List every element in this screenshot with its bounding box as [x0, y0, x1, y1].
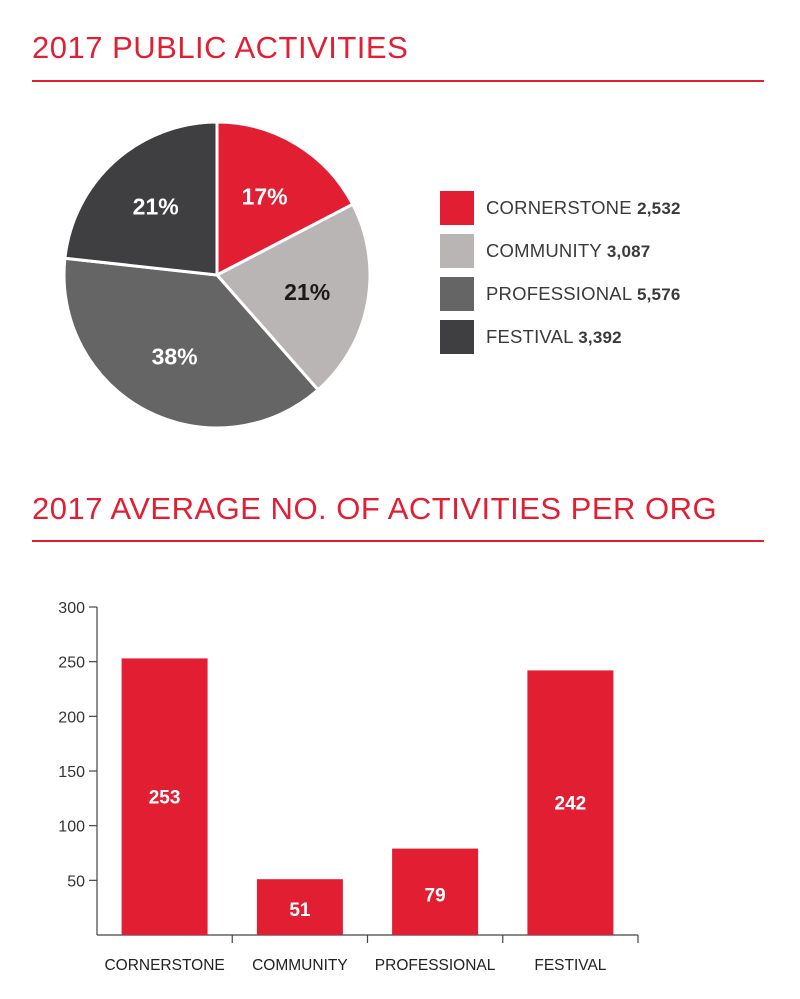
x-tick-label-professional: PROFESSIONAL: [375, 957, 496, 974]
pie-label-community: 21%: [284, 279, 330, 305]
y-tick-label: 50: [67, 873, 85, 890]
pie-label-festival: 21%: [133, 194, 179, 220]
x-tick-label-community: COMMUNITY: [252, 957, 348, 974]
y-tick-label: 200: [58, 709, 85, 726]
legend-value-cornerstone: 2,532: [637, 199, 681, 218]
bar-value-label-professional: 79: [425, 885, 446, 906]
pie-slice-professional: [62, 256, 320, 430]
bar-cornerstone: [121, 658, 208, 935]
legend-label-professional: PROFESSIONAL: [486, 283, 632, 304]
y-tick-label: 100: [58, 819, 85, 836]
pie-slice-cornerstone: [215, 120, 355, 277]
y-tick-label: 300: [58, 600, 85, 617]
bar-value-label-community: 51: [289, 900, 311, 921]
x-tick-label-festival: FESTIVAL: [534, 957, 606, 974]
pie-chart-title: 2017 PUBLIC ACTIVITIES: [32, 30, 409, 65]
y-tick-label: 150: [58, 764, 85, 781]
bar-community: [256, 879, 343, 935]
legend-label-community: COMMUNITY: [486, 240, 602, 261]
y-tick-label: 250: [58, 655, 85, 672]
legend-label-festival: FESTIVAL: [486, 326, 573, 347]
legend-swatch-professional: [440, 277, 474, 311]
bar-title-divider: [32, 540, 764, 542]
bar-value-label-cornerstone: 253: [149, 788, 181, 809]
bar-value-label-festival: 242: [555, 794, 587, 815]
legend-value-festival: 3,392: [578, 328, 622, 347]
x-tick-label-cornerstone: CORNERSTONE: [104, 957, 224, 974]
pie-chart: 17% 21% 38% 21%: [62, 120, 372, 430]
pie-slice-festival: [63, 120, 219, 277]
legend-swatch-community: [440, 234, 474, 268]
legend-value-professional: 5,576: [636, 285, 681, 304]
bar-professional: [392, 848, 479, 935]
legend-label-cornerstone: CORNERSTONE: [486, 197, 632, 218]
pie-label-cornerstone: 17%: [242, 184, 288, 210]
pie-title-divider: [32, 80, 764, 82]
bar-festival: [527, 670, 614, 935]
legend-swatch-cornerstone: [440, 191, 474, 225]
legend-value-community: 3,087: [606, 242, 651, 261]
pie-slice-community: [215, 202, 372, 392]
pie-label-professional: 38%: [152, 343, 198, 369]
bar-chart-title: 2017 AVERAGE NO. OF ACTIVITIES PER ORG: [32, 491, 718, 526]
legend-swatch-festival: [440, 320, 474, 354]
